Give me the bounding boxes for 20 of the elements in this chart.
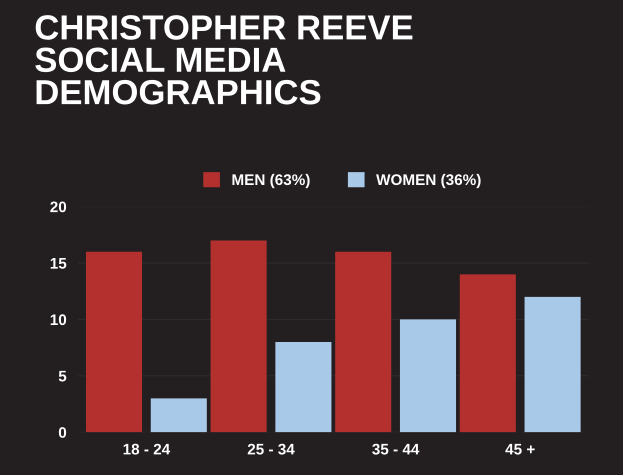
y-tick-label: 15 (50, 258, 66, 269)
bar (335, 252, 392, 432)
x-tick-label: 45 + (505, 444, 535, 455)
bar (460, 274, 516, 432)
chart-title: CHRISTOPHER REEVE SOCIAL MEDIA DEMOGRAPHICS (35, 15, 412, 104)
x-tick-label: 35 - 44 (372, 444, 420, 455)
y-tick-label: 5 (58, 370, 66, 382)
y-tick-label: 20 (50, 201, 66, 212)
bar (86, 252, 142, 432)
y-tick-label: 10 (50, 314, 66, 326)
bar (210, 240, 267, 432)
legend-label: MEN (63%) (232, 174, 310, 188)
y-tick-label: 0 (58, 427, 66, 438)
bar (275, 342, 332, 432)
x-tick-label: 25 - 34 (248, 444, 295, 455)
bar (400, 319, 456, 432)
x-tick-label: 18 - 24 (124, 444, 170, 455)
bar (150, 398, 207, 432)
bar (524, 296, 581, 432)
legend-label: WOMEN (36%) (376, 174, 481, 188)
